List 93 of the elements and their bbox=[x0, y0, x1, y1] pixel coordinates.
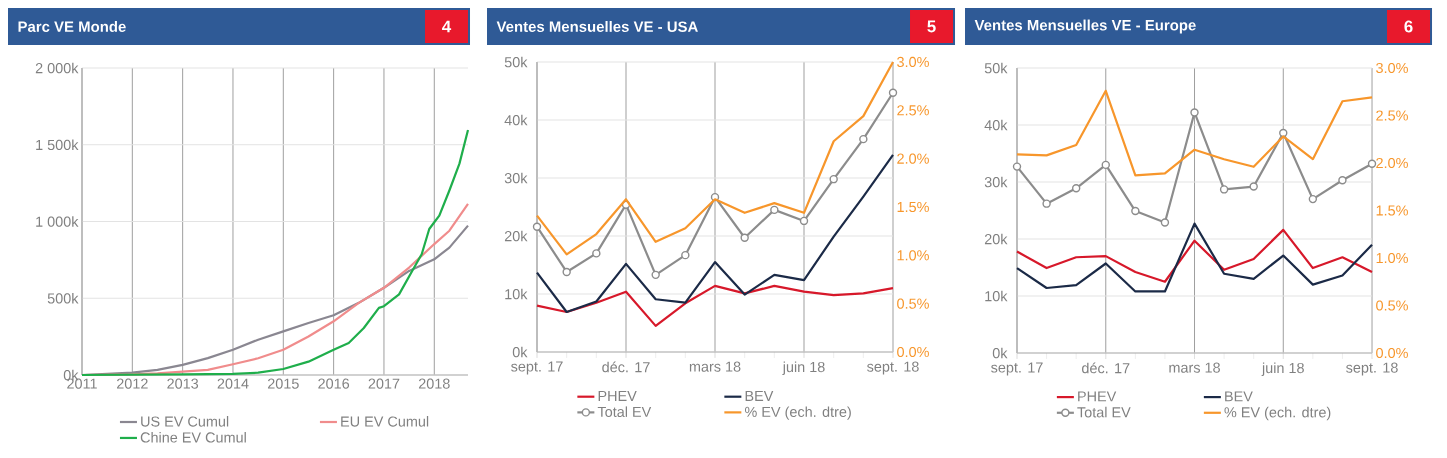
point bbox=[532, 222, 542, 231]
line-series bbox=[1015, 89, 1374, 177]
legend-label: BEV bbox=[745, 390, 774, 401]
y2-tick-label: 1.0% bbox=[1376, 252, 1408, 264]
point bbox=[859, 134, 868, 144]
x-tick-label: sept. 17 bbox=[511, 361, 563, 375]
point bbox=[1160, 218, 1170, 227]
y-tick-label: 10k bbox=[505, 288, 528, 300]
y-tick-label: 40k bbox=[984, 119, 1008, 131]
line-series bbox=[1015, 228, 1374, 283]
legend-label: US EV Cumul bbox=[141, 416, 229, 427]
point bbox=[592, 249, 601, 258]
y2-tick-label: 0.0% bbox=[897, 346, 929, 358]
x-tick-label: 2016 bbox=[318, 378, 350, 389]
chart-title: Ventes Mensuelles VE - USA bbox=[496, 21, 698, 32]
y-tick-label: 20k bbox=[984, 233, 1008, 245]
x-tick-label: mars 18 bbox=[689, 361, 741, 372]
x-tick-label: mars 18 bbox=[1169, 362, 1220, 373]
point bbox=[1338, 176, 1347, 185]
y2-tick-label: 1.0% bbox=[897, 250, 929, 261]
text: 6 bbox=[1404, 20, 1413, 33]
x-tick-label: 2015 bbox=[267, 378, 299, 389]
line-series bbox=[535, 60, 895, 256]
point bbox=[1249, 182, 1258, 191]
y2-tick-label: 0.5% bbox=[897, 298, 929, 309]
point bbox=[651, 270, 660, 280]
y2-tick-label: 2.5% bbox=[897, 105, 929, 116]
y-tick-label: 30k bbox=[984, 176, 1008, 188]
point bbox=[829, 174, 838, 184]
y-tick-label: 50k bbox=[984, 62, 1008, 74]
y2-tick-label: 2.0% bbox=[897, 153, 929, 164]
y-tick-label: 20k bbox=[504, 230, 528, 242]
x-tick-label: sept. 17 bbox=[991, 362, 1043, 376]
x-tick-label: déc. 17 bbox=[602, 361, 650, 373]
legend-label: PHEV bbox=[1078, 391, 1117, 402]
line-series bbox=[535, 153, 895, 314]
y2-tick-label: 1.5% bbox=[897, 201, 929, 213]
y-tick-label: 0k bbox=[512, 346, 528, 358]
point bbox=[1308, 194, 1318, 204]
point bbox=[770, 205, 779, 215]
line-series bbox=[1015, 222, 1374, 293]
y-tick-label: 50k bbox=[504, 56, 528, 68]
point bbox=[1131, 206, 1140, 216]
y2-tick-label: 1.5% bbox=[1376, 205, 1408, 216]
legend-label: BEV bbox=[1225, 391, 1253, 402]
y-tick-label: 500k bbox=[47, 292, 79, 304]
x-tick-label: déc. 17 bbox=[1082, 362, 1130, 374]
y2-tick-label: 0.5% bbox=[1376, 300, 1408, 311]
x-tick-label: 2013 bbox=[167, 378, 199, 389]
x-tick-label: sept. 18 bbox=[1346, 362, 1398, 376]
legend-label: % EV (ech. dtre) bbox=[1224, 406, 1331, 421]
y2-tick-label: 3.0% bbox=[897, 56, 929, 68]
legend-label: Total EV bbox=[1077, 406, 1131, 418]
x-tick-label: juin 18 bbox=[1261, 362, 1304, 376]
x-tick-label: 2017 bbox=[368, 378, 400, 389]
x-tick-label: 2018 bbox=[418, 378, 450, 389]
legend-label: Total EV bbox=[597, 406, 652, 418]
line-series bbox=[535, 284, 895, 327]
x-tick-label: sept. 18 bbox=[867, 361, 919, 375]
legend-label: PHEV bbox=[598, 390, 637, 401]
point bbox=[1219, 185, 1229, 194]
legend-label: Chine EV Cumul bbox=[140, 431, 246, 443]
point bbox=[1367, 159, 1377, 168]
y-tick-label: 10k bbox=[985, 290, 1008, 302]
y2-tick-label: 0.0% bbox=[1376, 347, 1408, 359]
chart-title: Ventes Mensuelles VE - Europe bbox=[974, 19, 1196, 34]
point bbox=[1012, 162, 1022, 171]
point bbox=[799, 216, 809, 226]
point bbox=[1042, 199, 1051, 208]
point bbox=[1101, 160, 1110, 170]
x-tick-label: 2012 bbox=[116, 378, 148, 389]
text: 5 bbox=[927, 20, 936, 33]
point bbox=[681, 250, 690, 260]
legend-label: EU EV Cumul bbox=[341, 416, 429, 427]
point bbox=[1190, 108, 1199, 117]
point bbox=[1071, 184, 1081, 193]
text: 4 bbox=[442, 20, 452, 33]
y-tick-label: 1 000k bbox=[36, 216, 79, 227]
y-tick-label: 40k bbox=[504, 114, 528, 126]
y-tick-label: 1 500k bbox=[36, 139, 79, 151]
point bbox=[562, 267, 571, 277]
legend-label: % EV (ech. dtre) bbox=[744, 406, 851, 420]
point bbox=[740, 233, 749, 242]
y-tick-label: 30k bbox=[504, 172, 528, 184]
y2-tick-label: 2.0% bbox=[1376, 157, 1408, 169]
point bbox=[888, 88, 898, 97]
x-tick-label: 2014 bbox=[217, 378, 249, 389]
y-tick-label: 2 000k bbox=[35, 62, 79, 74]
x-tick-label: juin 18 bbox=[782, 361, 825, 375]
chart-title: Parc VE Monde bbox=[18, 21, 126, 32]
y-tick-label: 0k bbox=[992, 347, 1008, 359]
y2-tick-label: 3.0% bbox=[1376, 62, 1408, 74]
y2-tick-label: 2.5% bbox=[1376, 110, 1408, 121]
